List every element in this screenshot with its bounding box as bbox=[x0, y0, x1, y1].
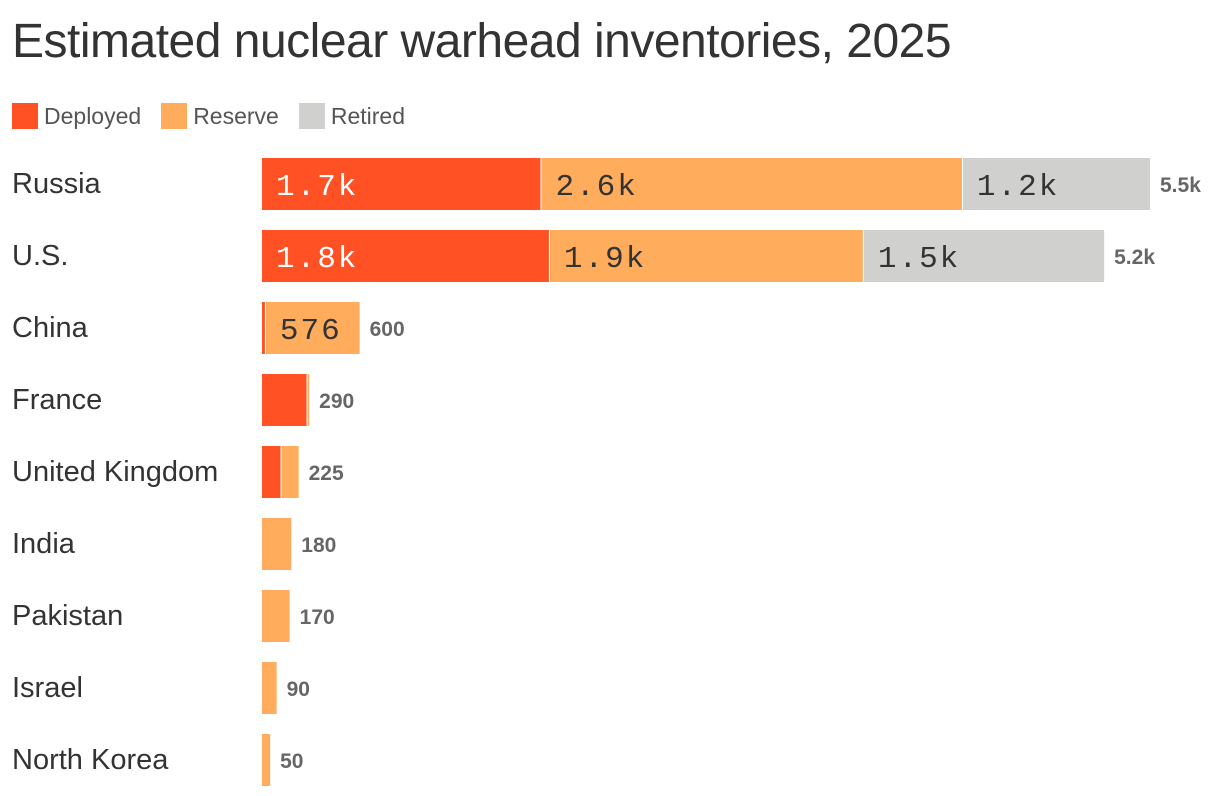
category-label-u-s: U.S. bbox=[12, 240, 68, 272]
category-label-india: India bbox=[12, 528, 76, 560]
bar-u-s-reserve bbox=[549, 230, 864, 282]
total-label-north-korea: 50 bbox=[280, 750, 303, 773]
bar-china-deployed bbox=[262, 302, 266, 354]
data-label-u-s-retired: 1.5k bbox=[878, 242, 960, 277]
category-label-united-kingdom: United Kingdom bbox=[12, 456, 218, 488]
bar-united-kingdom-reserve bbox=[281, 446, 299, 498]
bar-israel-reserve bbox=[262, 662, 277, 714]
legend-label-retired: Retired bbox=[330, 102, 405, 129]
total-label-israel: 90 bbox=[287, 678, 310, 701]
bar-russia-retired bbox=[962, 158, 1150, 210]
legend-label-deployed: Deployed bbox=[44, 102, 142, 129]
legend-item-reserve: Reserve bbox=[161, 103, 279, 130]
category-label-russia: Russia bbox=[12, 168, 102, 200]
legend-item-deployed: Deployed bbox=[12, 103, 141, 130]
legend-swatch-deployed bbox=[12, 103, 38, 129]
total-label-russia: 5.5k bbox=[1160, 174, 1201, 197]
data-label-u-s-reserve: 1.9k bbox=[564, 242, 646, 277]
total-label-france: 290 bbox=[319, 390, 354, 413]
data-label-china-reserve: 576 bbox=[280, 314, 342, 349]
bar-north-korea-reserve bbox=[262, 734, 271, 786]
chart-title: Estimated nuclear warhead inventories, 2… bbox=[12, 15, 952, 68]
category-label-china: China bbox=[12, 312, 89, 344]
bar-france-deployed bbox=[262, 374, 308, 426]
legend: Deployed Reserve Retired bbox=[12, 102, 425, 130]
category-label-israel: Israel bbox=[12, 672, 83, 704]
category-label-north-korea: North Korea bbox=[12, 744, 169, 776]
total-label-u-s: 5.2k bbox=[1114, 246, 1155, 269]
total-label-united-kingdom: 225 bbox=[309, 462, 344, 485]
data-label-russia-reserve: 2.6k bbox=[555, 170, 637, 205]
bar-russia-deployed bbox=[262, 158, 542, 210]
legend-item-retired: Retired bbox=[298, 102, 405, 130]
total-label-india: 180 bbox=[301, 534, 336, 557]
bar-china-reserve bbox=[265, 302, 360, 354]
bar-france-reserve bbox=[307, 374, 310, 426]
total-label-china: 600 bbox=[370, 318, 405, 341]
category-label-pakistan: Pakistan bbox=[12, 600, 123, 632]
bar-india-reserve bbox=[262, 518, 292, 570]
data-label-russia-deployed: 1.7k bbox=[276, 170, 358, 205]
category-label-france: France bbox=[12, 384, 102, 416]
bar-u-s-deployed bbox=[262, 230, 550, 282]
legend-swatch-retired bbox=[298, 103, 325, 129]
bar-united-kingdom-deployed bbox=[262, 446, 282, 498]
bar-pakistan-reserve bbox=[262, 590, 290, 642]
legend-swatch-reserve bbox=[161, 103, 188, 129]
legend-label-reserve: Reserve bbox=[193, 102, 279, 129]
bar-u-s-retired bbox=[863, 230, 1105, 282]
bar-russia-reserve bbox=[541, 158, 963, 210]
data-label-russia-retired: 1.2k bbox=[977, 170, 1059, 205]
data-label-u-s-deployed: 1.8k bbox=[276, 242, 358, 277]
total-label-pakistan: 170 bbox=[300, 606, 335, 629]
